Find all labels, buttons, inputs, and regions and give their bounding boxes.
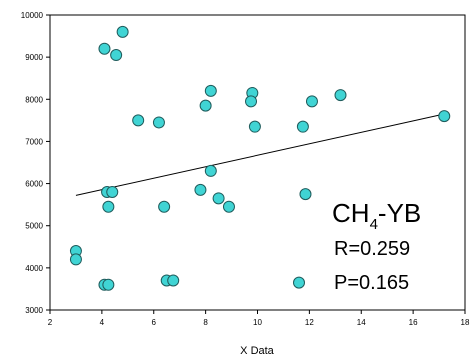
x-tick-label: 14 (357, 318, 366, 327)
data-point (102, 200, 115, 213)
r-value-annotation: R=0.259 (334, 238, 410, 260)
data-point (152, 116, 165, 129)
data-point (222, 200, 235, 213)
x-tick-label: 12 (305, 318, 314, 327)
axis-ticks: 2 4 6 8 10 12 14 16 18 3000 4000 5000 6000 7000 8000 90… (21, 11, 470, 327)
y-tick-label: 5000 (25, 222, 43, 231)
x-tick-label: 16 (409, 318, 418, 327)
formula-annotation: CH4-YB (332, 198, 421, 233)
data-point (106, 186, 119, 198)
x-tick-label: 8 (203, 318, 208, 327)
data-point (69, 253, 82, 266)
p-value-annotation: P=0.165 (334, 272, 409, 294)
y-tick-label: 3000 (25, 306, 43, 315)
formula-main: CH (332, 198, 370, 228)
data-point (199, 99, 212, 112)
data-point (293, 276, 305, 289)
data-point (110, 49, 123, 62)
data-point (248, 120, 261, 133)
data-point (194, 183, 207, 196)
formula-rest: -YB (378, 198, 421, 228)
data-point (296, 120, 309, 133)
data-point (102, 278, 115, 291)
y-tick-label: 6000 (25, 180, 43, 189)
data-point (299, 188, 312, 201)
data-point (305, 95, 318, 108)
data-point (438, 110, 451, 123)
data-point (212, 192, 225, 205)
y-tick-label: 4000 (25, 264, 43, 273)
data-points (69, 25, 451, 291)
x-tick-label: 18 (461, 318, 470, 327)
data-point (98, 42, 111, 55)
x-tick-label: 6 (152, 318, 157, 327)
x-tick-label: 10 (253, 318, 262, 327)
data-point (116, 25, 129, 38)
data-point (204, 164, 217, 177)
formula-subscript: 4 (370, 216, 378, 233)
data-point (158, 200, 171, 213)
x-axis-title: X Data (240, 345, 275, 357)
y-tick-label: 8000 (25, 95, 43, 104)
data-point (334, 89, 347, 102)
data-point (204, 84, 217, 97)
y-tick-label: 7000 (25, 137, 43, 146)
x-tick-label: 4 (100, 318, 105, 327)
plot-frame (49, 14, 466, 311)
y-tick-label: 10000 (21, 11, 44, 20)
regression-line (75, 113, 445, 196)
y-tick-label: 9000 (25, 53, 43, 62)
x-tick-label: 2 (48, 318, 53, 327)
data-point (132, 114, 145, 127)
data-point (245, 95, 258, 108)
data-point (167, 274, 180, 287)
